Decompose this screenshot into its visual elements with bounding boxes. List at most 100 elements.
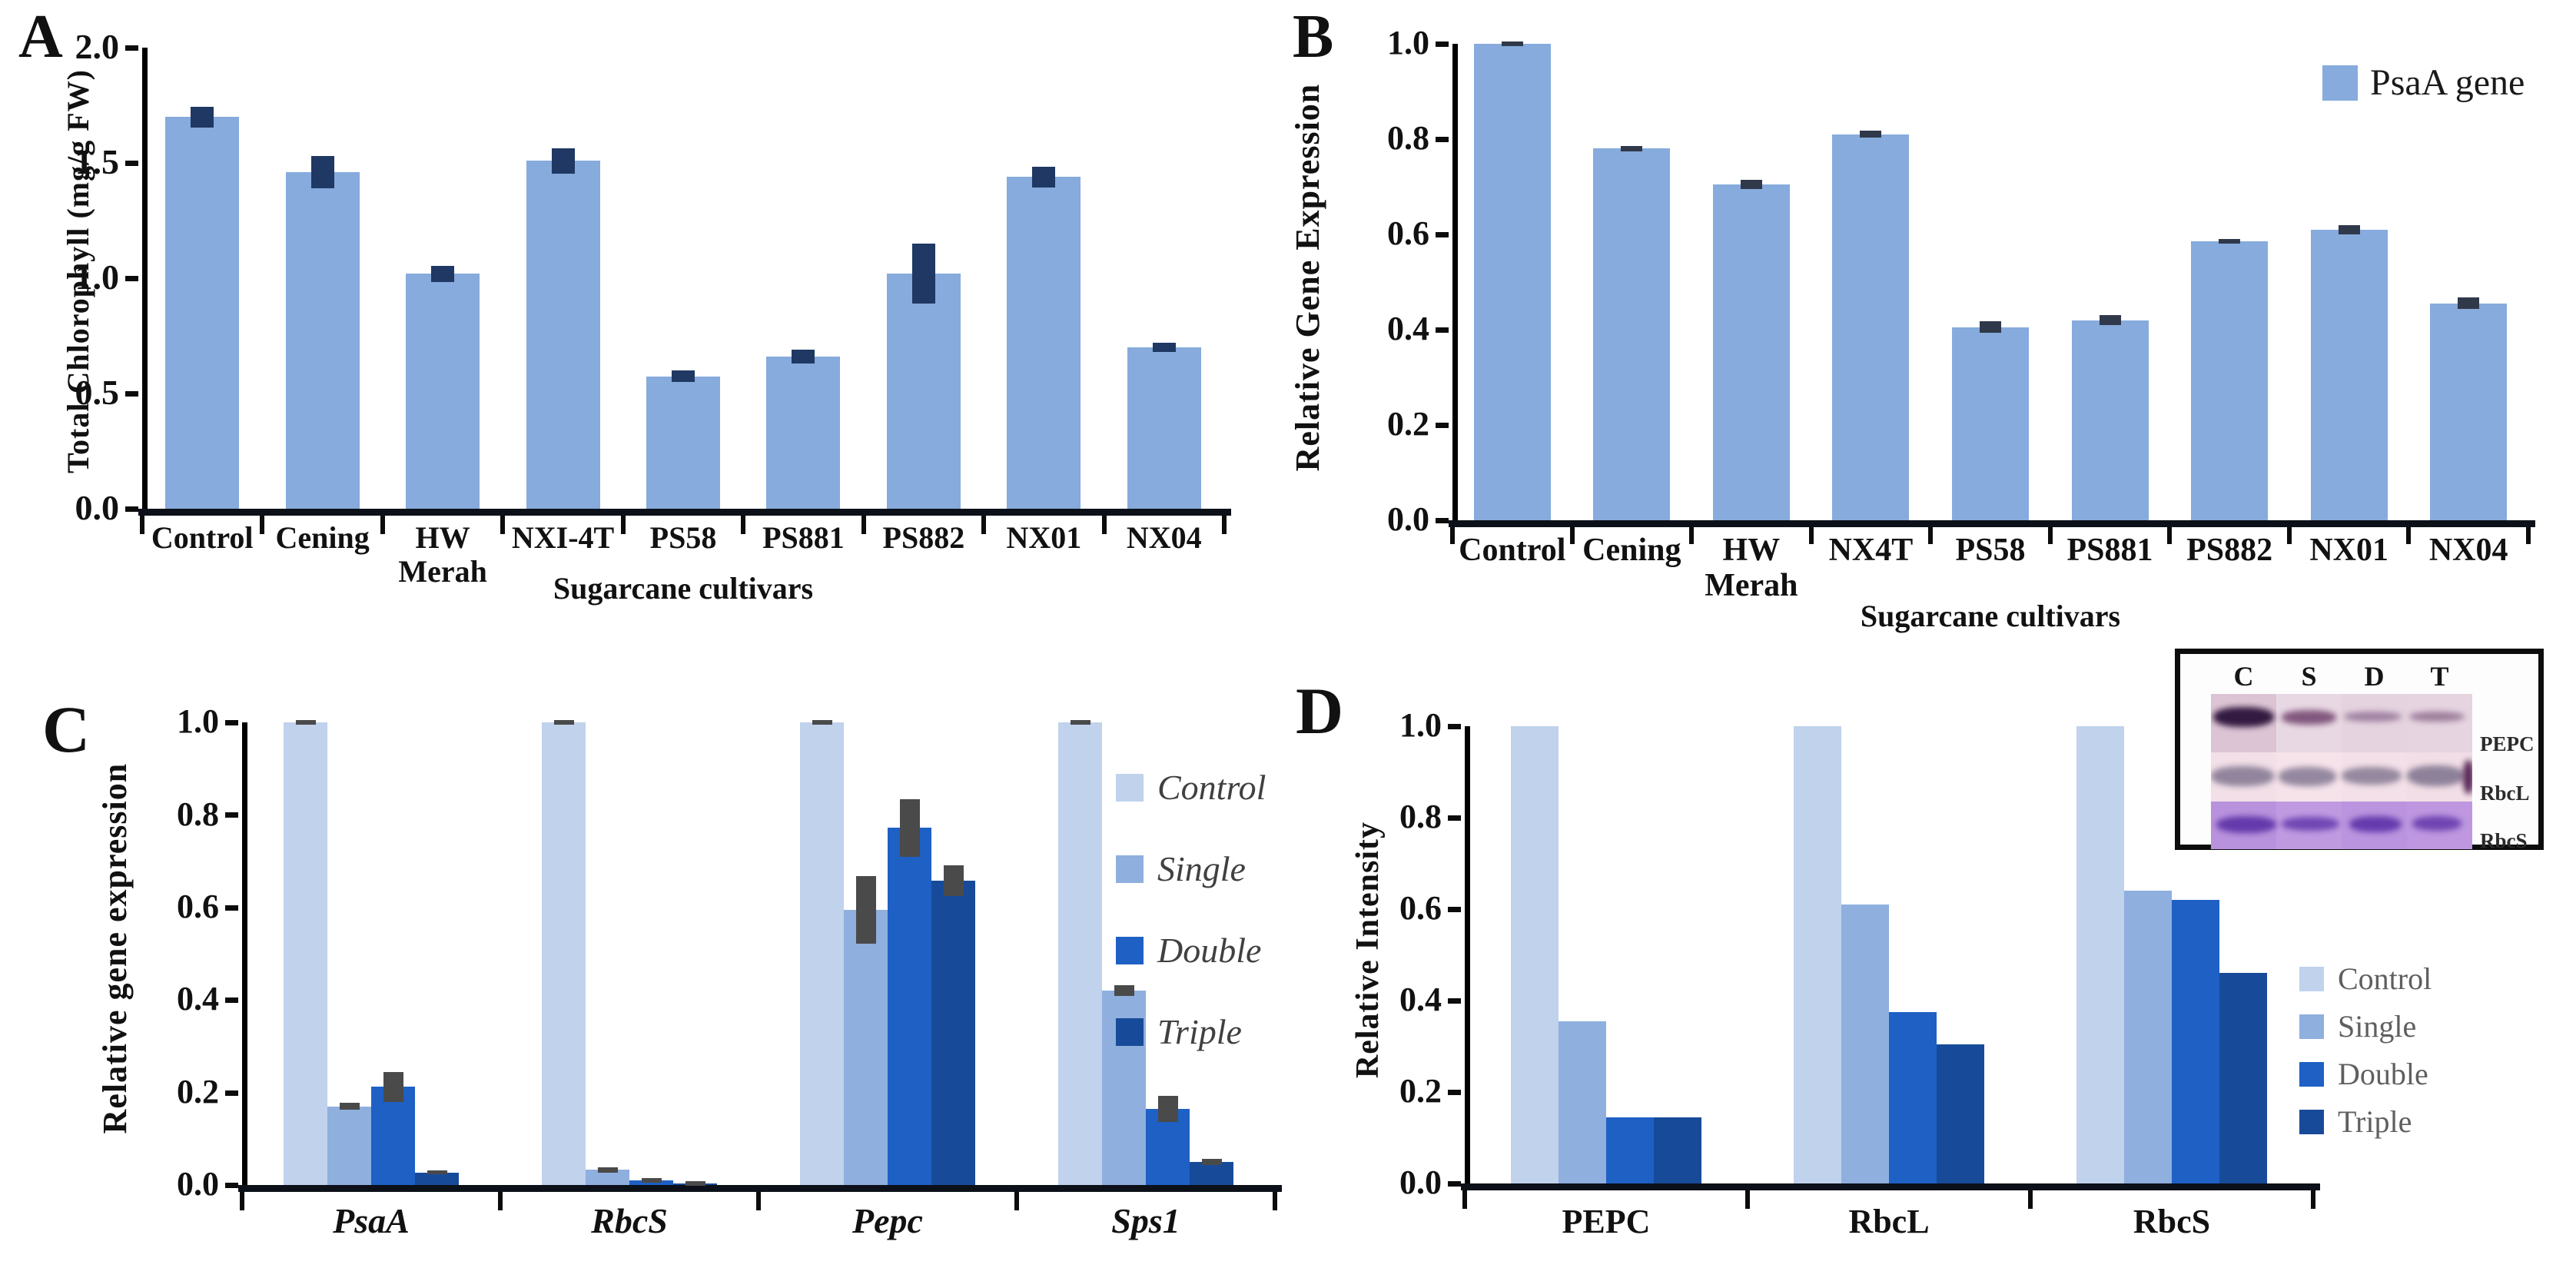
error-bar-line [440, 265, 445, 282]
category-slot [1930, 44, 2050, 520]
legend-item-double: Double [2299, 1056, 2428, 1092]
x-axis-line [1461, 1183, 2320, 1190]
x-tick-mark [2311, 1190, 2315, 1209]
category-slot [1452, 41, 1572, 520]
error-bar-line [1210, 1159, 1213, 1165]
x-category-label: PEPC [1562, 1203, 1651, 1240]
legend-swatch-control [2299, 966, 2324, 991]
category-slot [2408, 44, 2528, 520]
x-tick-mark [498, 1192, 503, 1210]
error-bar-line [391, 1072, 395, 1102]
error-bar [1740, 179, 1762, 190]
y-tick-mark [1448, 907, 1461, 912]
panel-d-y-axis-title: Relative Intensity [1349, 821, 1386, 1079]
x-tick-mark [981, 516, 987, 534]
category-slot [262, 48, 382, 509]
y-tick-mark [1436, 41, 1449, 47]
panel-b-legend: PsaA gene [2322, 61, 2525, 104]
error-bar-line [320, 156, 325, 188]
bar-Control [165, 106, 240, 509]
bar-RbcS-Double [2172, 900, 2219, 1183]
blot-band-rbcs-0 [2216, 815, 2276, 833]
error-bar-line [1510, 41, 1515, 46]
error-bar-line [1629, 145, 1634, 152]
y-tick-label: 2.0 [75, 27, 120, 67]
x-tick-mark [1101, 516, 1107, 534]
bar-PS882 [886, 244, 961, 509]
y-tick-mark [225, 1090, 238, 1096]
panel-b-y-axis-title: Relative Gene Expression [1288, 83, 1326, 472]
y-tick-label: 0.4 [177, 980, 219, 1018]
error-bar [1860, 131, 1882, 138]
y-tick-label: 0.2 [1387, 405, 1429, 443]
error-bar [427, 1170, 447, 1175]
error-bar-line [347, 1103, 351, 1110]
panel-b-label: B [1293, 3, 1334, 71]
legend-label-single: Single [2338, 1009, 2417, 1044]
panel-d-chart: 1.0 0.8 0.6 0.4 0.2 0.0 PEPC RbcL RbcS [1399, 709, 2320, 1240]
y-tick-mark [125, 391, 138, 397]
x-category-label: RbcS [2133, 1203, 2211, 1240]
error-bar [1070, 720, 1090, 725]
y-tick-label: 1.5 [75, 142, 120, 182]
x-tick-mark [756, 1192, 761, 1210]
y-axis-line [1465, 726, 1470, 1183]
y-tick-mark [1436, 137, 1449, 142]
x-tick-mark [380, 516, 385, 534]
y-tick-mark [1448, 815, 1461, 821]
bar-PsaA-Single [327, 1103, 371, 1185]
y-tick-mark [125, 45, 138, 51]
bar-NX01 [1007, 166, 1081, 509]
category-slot [1465, 726, 1748, 1183]
x-tick-mark [140, 516, 144, 534]
bar-PsaA-Control [284, 720, 327, 1185]
bar-RbcL-Single [1841, 905, 1889, 1183]
error-bar-line [681, 370, 685, 382]
x-category-label: Sps1 [1111, 1201, 1180, 1240]
error-bar [553, 720, 574, 725]
blot-strip-rbcs [2211, 802, 2472, 849]
blot-band-pepc-0 [2213, 706, 2274, 727]
x-category-label: PsaA [333, 1201, 410, 1240]
blot-lane-label-d: D [2364, 661, 2385, 692]
category-slot [759, 720, 1017, 1185]
bar-PsaA-Triple [415, 1170, 459, 1185]
bar-Cening [1593, 145, 1671, 520]
error-bar [1201, 1159, 1222, 1165]
error-bar-line [1041, 166, 1046, 188]
x-tick-mark [1273, 1192, 1277, 1210]
x-category-label: NX04 [1126, 520, 1202, 555]
x-tick-mark [1014, 1192, 1019, 1210]
y-tick-label: 0.6 [1399, 889, 1442, 928]
bar-Pepc-Double [888, 798, 931, 1185]
x-tick-mark [1569, 527, 1575, 544]
error-bar-line [1162, 343, 1167, 352]
bar-PS881 [2071, 315, 2149, 520]
error-bar-line [1988, 321, 1993, 334]
category-slot [500, 720, 759, 1186]
error-bar [671, 370, 695, 382]
bar-NX04 [1127, 343, 1201, 509]
panel-c-chart: 1.0 0.8 0.6 0.4 0.2 0.0 PsaA RbcS Pepc Sps1 [177, 705, 1282, 1240]
blot-band-rbcl-0 [2211, 765, 2274, 786]
y-tick-mark [1448, 724, 1461, 729]
legend-swatch-triple [1116, 1017, 1144, 1046]
category-slot [1017, 720, 1275, 1185]
error-bar [1032, 166, 1056, 188]
error-bar-line [951, 865, 955, 896]
panel-b-x-axis-title: Sugarcane cultivars [1860, 599, 2121, 633]
x-tick-mark [1745, 1190, 1750, 1209]
bar-PS882 [2191, 239, 2269, 520]
x-category-label: Cening [1582, 533, 1681, 568]
y-tick-label: 1.0 [177, 702, 219, 741]
y-axis-line [142, 48, 148, 509]
bar-Sps1-Triple [1190, 1159, 1233, 1185]
y-tick-mark [1448, 1181, 1461, 1187]
bar-NX04 [2430, 297, 2508, 520]
y-tick-mark [1436, 232, 1449, 237]
error-bar [855, 875, 876, 944]
blot-band-rbcl-3 [2407, 765, 2465, 786]
category-slot [1748, 726, 2030, 1183]
bar-RbcS-Control [2076, 726, 2124, 1183]
